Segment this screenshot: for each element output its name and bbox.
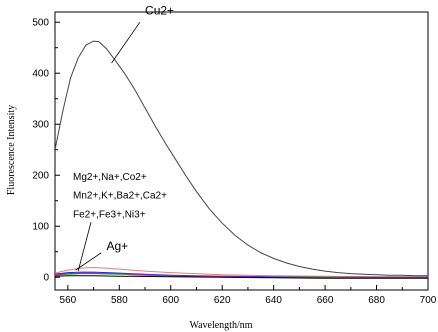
x-tick-label-560: 560 xyxy=(60,295,77,306)
plot-frame xyxy=(54,11,429,291)
annotation-leader-5 xyxy=(75,252,102,271)
series-line-6 xyxy=(55,275,428,279)
x-tick-label-620: 620 xyxy=(214,295,231,306)
series-group xyxy=(55,40,428,279)
annotation-label-5: Ag+ xyxy=(106,239,128,253)
y-tick-label-100: 100 xyxy=(32,222,49,233)
annotation-label-1: Cu2+ xyxy=(145,4,174,18)
x-tick-label-680: 680 xyxy=(368,295,385,306)
x-axis-label: Wavelength/nm xyxy=(189,320,252,331)
series-line-2 xyxy=(55,267,428,278)
y-tick-label-200: 200 xyxy=(32,171,49,182)
y-tick-label-400: 400 xyxy=(32,69,49,80)
y-tick-label-500: 500 xyxy=(32,18,49,29)
plot-area xyxy=(54,11,429,291)
annotations: Cu2+ Mg2+,Na+,Co2+ Mn2+,K+,Ba2+,Ca2+ Fe2+,F… xyxy=(73,4,174,272)
axes: 560 580 600 620 640 660 680 700 0 100 200 300 400 500 xyxy=(32,18,436,306)
x-tick-label-640: 640 xyxy=(265,295,282,306)
y-axis-label: Fluorescence Intensity xyxy=(6,105,17,195)
x-tick-label-700: 700 xyxy=(420,295,437,306)
annotation-label-2: Mg2+,Na+,Co2+ xyxy=(73,172,147,183)
annotation-leader-4 xyxy=(77,222,92,272)
annotation-label-3: Mn2+,K+,Ba2+,Ca2+ xyxy=(73,191,167,202)
x-tick-label-580: 580 xyxy=(111,295,128,306)
y-tick-label-300: 300 xyxy=(32,120,49,131)
annotation-leader-1 xyxy=(111,21,141,64)
series-line-5 xyxy=(55,272,428,279)
series-line-1 xyxy=(55,40,428,277)
x-tick-label-600: 600 xyxy=(162,295,179,306)
x-tick-label-660: 660 xyxy=(317,295,334,306)
y-tick-label-0: 0 xyxy=(43,273,49,284)
annotation-label-4: Fe2+,Fe3+,Ni3+ xyxy=(73,210,146,221)
